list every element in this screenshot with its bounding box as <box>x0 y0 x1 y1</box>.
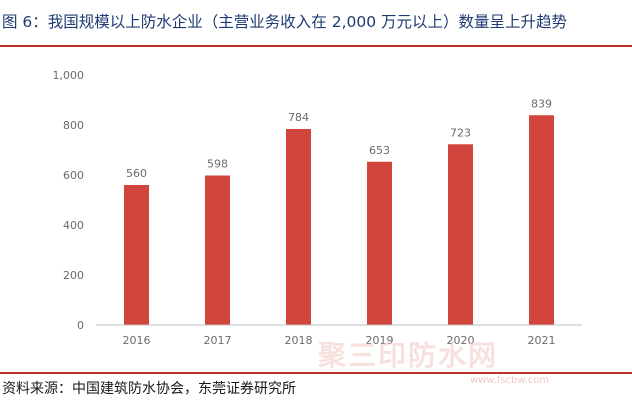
title-divider <box>0 45 632 47</box>
bar-chart: 0 200 400 600 800 1,000 560 598 784 653 723 839 20… <box>53 69 582 347</box>
x-tick-label-2018: 2018 <box>285 334 313 347</box>
figure-title: 图 6：我国规模以上防水企业（主营业务收入在 2,000 万元以上）数量呈上升趋… <box>2 13 568 31</box>
bar-2020 <box>448 144 473 325</box>
data-label-2018: 784 <box>288 111 309 124</box>
data-label-2016: 560 <box>126 167 147 180</box>
x-tick-label-2016: 2016 <box>123 334 151 347</box>
y-axis: 0 200 400 600 800 1,000 <box>53 69 85 332</box>
x-axis: 2016 2017 2018 2019 2020 2021 <box>96 324 582 347</box>
y-tick-label: 0 <box>77 319 84 332</box>
y-tick-label: 1,000 <box>53 69 85 82</box>
data-label-2017: 598 <box>207 158 228 171</box>
watermark-url: www.fscbw.com <box>470 375 550 386</box>
x-tick-label-2020: 2020 <box>447 334 475 347</box>
bar-2018 <box>286 129 311 325</box>
y-tick-label: 600 <box>63 169 84 182</box>
bar-2019 <box>367 161 392 325</box>
bars: 560 598 784 653 723 839 <box>124 97 554 325</box>
x-tick-label-2019: 2019 <box>366 334 394 347</box>
y-tick-label: 400 <box>63 219 84 232</box>
bar-2016 <box>124 185 149 325</box>
data-label-2020: 723 <box>450 126 471 139</box>
y-tick-label: 200 <box>63 269 84 282</box>
data-label-2019: 653 <box>369 144 390 157</box>
bar-2017 <box>205 175 230 325</box>
y-tick-label: 800 <box>63 119 84 132</box>
data-label-2021: 839 <box>531 97 552 110</box>
x-tick-label-2017: 2017 <box>204 334 232 347</box>
x-tick-label-2021: 2021 <box>528 334 556 347</box>
source-note: 资料来源：中国建筑防水协会，东莞证券研究所 <box>2 381 296 397</box>
source-divider <box>0 372 632 374</box>
watermark-logo: 聚三印防水网 <box>318 339 499 372</box>
bar-2021 <box>529 115 554 325</box>
